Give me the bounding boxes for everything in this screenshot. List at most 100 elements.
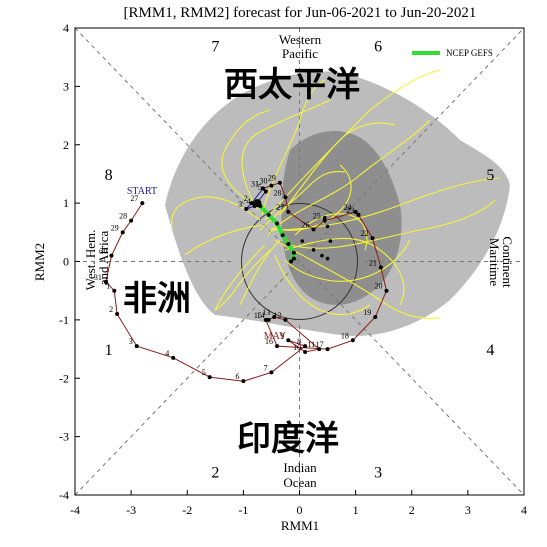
day-label: 4 <box>165 349 169 358</box>
day-label: 11 <box>307 340 315 349</box>
day-label: 9 <box>280 331 284 340</box>
may-marker-label: MAY <box>264 331 286 342</box>
day-point <box>373 314 378 319</box>
ensemble-member-trace <box>214 244 266 311</box>
y-tick-label: 4 <box>63 21 69 35</box>
ensemble-mean-line <box>253 199 333 264</box>
overlay-label-bottom: 印度洋 <box>237 419 339 459</box>
legend: NCEP GEFS <box>412 48 493 58</box>
day-label: 13 <box>262 308 270 317</box>
phase-number: 2 <box>211 465 219 482</box>
region-left-line2: and Africa <box>96 231 111 286</box>
day-point <box>356 212 361 217</box>
day-point <box>171 355 176 360</box>
y-tick-label: -1 <box>59 313 69 327</box>
day-point <box>263 317 268 322</box>
day-label: 28 <box>273 188 281 197</box>
day-label: 19 <box>363 308 371 317</box>
ensemble-member-trace <box>239 239 281 306</box>
day-label: 28 <box>119 212 127 221</box>
ensemble-member-trace <box>214 249 271 311</box>
day-label: 26 <box>302 220 310 229</box>
day-point <box>277 180 282 185</box>
day-point <box>303 344 308 349</box>
day-point <box>275 344 280 349</box>
ensemble-member-trace <box>261 79 326 216</box>
x-tick-label: 2 <box>409 503 415 517</box>
chart-title: [RMM1, RMM2] forecast for Jun-06-2021 to… <box>124 5 477 21</box>
y-tick-label: -2 <box>59 371 69 385</box>
region-bottom-line1: Indian <box>283 460 317 475</box>
region-right-line1: Maritime <box>487 238 502 287</box>
phase-number: 6 <box>374 39 382 56</box>
day-point <box>317 347 322 352</box>
day-point <box>353 209 358 214</box>
day-label: 4 <box>247 197 251 206</box>
day-label: 31 <box>94 273 102 282</box>
start-marker-label: START <box>127 186 157 197</box>
unit-circle <box>241 203 358 320</box>
day-point <box>261 186 266 191</box>
region-left-line1: West. Hem. <box>83 230 98 291</box>
day-label: 15 <box>254 311 262 320</box>
x-tick-label: -3 <box>126 503 136 517</box>
region-right-line2: Continent <box>500 236 515 288</box>
y-axis-ticks: -4 -3 -2 -1 0 1 2 3 4 <box>59 21 80 502</box>
y-tick-label: 0 <box>63 255 69 269</box>
ensemble-member-trace <box>284 237 405 306</box>
phase-number: 3 <box>374 465 382 482</box>
day-point <box>103 279 108 284</box>
x-axis-ticks: -4 -3 -2 -1 0 1 2 3 4 <box>70 490 527 517</box>
day-label: 22 <box>360 229 368 238</box>
ensemble-member-trace <box>221 109 271 206</box>
y-tick-label: -3 <box>59 430 69 444</box>
trajectory-line <box>105 182 388 382</box>
x-tick-label: 1 <box>353 503 359 517</box>
diagonal-sw-ne <box>74 27 525 496</box>
day-point <box>207 375 212 380</box>
day-label: 16 <box>265 337 273 346</box>
ensemble-member-trace <box>274 254 371 316</box>
day-point <box>370 236 375 241</box>
day-point <box>112 288 117 293</box>
day-label: 27 <box>276 203 284 212</box>
ensemble-member-trace <box>289 199 496 249</box>
day-label: 6 <box>235 372 239 381</box>
region-top-line1: Western <box>279 32 322 47</box>
day-point <box>269 370 274 375</box>
day-label: 24 <box>344 203 352 212</box>
day-label: 3 <box>129 337 133 346</box>
forecast-start-dot <box>253 199 262 208</box>
phase-number: 4 <box>486 342 494 359</box>
ensemble-member-trace <box>284 239 411 282</box>
x-tick-label: 3 <box>465 503 471 517</box>
day-point <box>322 218 327 223</box>
mean-dot <box>328 239 333 243</box>
ensemble-member-trace <box>294 213 368 251</box>
phase-number: 1 <box>105 342 113 359</box>
x-tick-label: -4 <box>70 503 80 517</box>
day-point <box>286 209 291 214</box>
x-tick-label: -2 <box>182 503 192 517</box>
day-label: 20 <box>374 282 382 291</box>
day-point <box>263 189 268 194</box>
day-point <box>109 253 114 258</box>
day-label: 5 <box>202 368 206 377</box>
region-top-line2: Pacific <box>282 46 318 61</box>
overlay-label-top: 西太平洋 <box>224 65 360 105</box>
day-label: 27 <box>130 194 138 203</box>
day-label: 12 <box>273 311 281 320</box>
day-label: 25 <box>313 212 321 221</box>
phase-number: 5 <box>486 167 494 184</box>
day-label: 1 <box>106 282 110 291</box>
day-point <box>303 349 308 354</box>
mean-point <box>289 259 294 264</box>
day-point <box>140 201 145 206</box>
day-label: 18 <box>341 331 349 340</box>
day-label: 5 <box>258 182 262 191</box>
ensemble-member-trace <box>241 99 331 211</box>
ensemble-members <box>171 69 501 319</box>
day-label: 7 <box>263 363 267 372</box>
